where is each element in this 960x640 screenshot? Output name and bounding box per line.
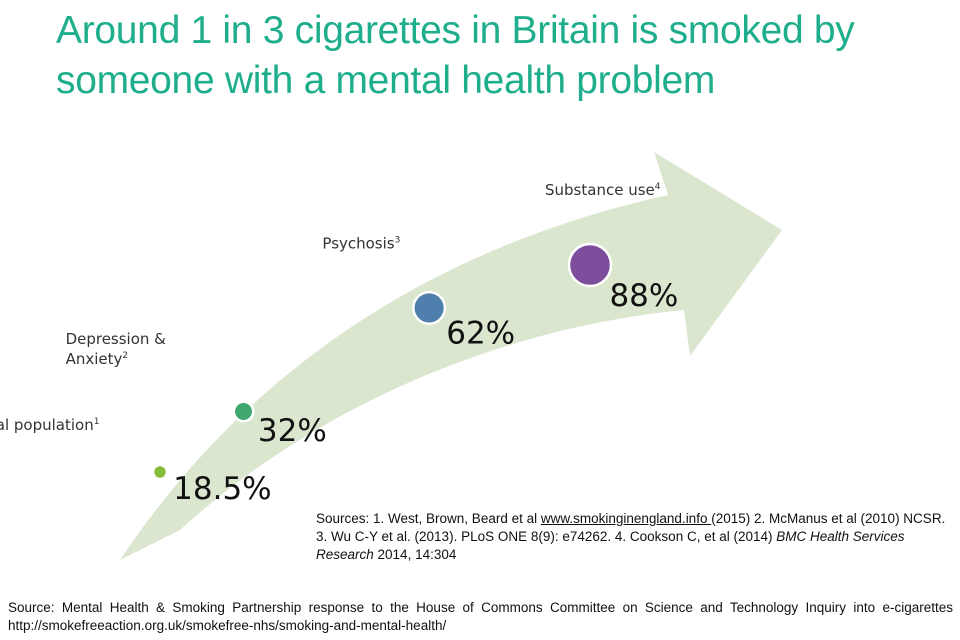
page-title: Around 1 in 3 cigarettes in Britain is s… [56, 9, 855, 102]
data-point-2 [232, 400, 255, 423]
category-label-2: Depression & Anxiety2 [66, 330, 167, 368]
sources-text-1: Sources: 1. West, Brown, Beard et al [316, 511, 541, 526]
category-label-4: Substance use4 [545, 181, 661, 199]
sources-text-2: (2015) 2. McManus et al (2010) NCSR. 3. … [316, 511, 946, 544]
category-label-3: Psychosis3 [322, 234, 400, 252]
value-label-1: 18.5% [173, 471, 271, 507]
growth-arrow [120, 152, 782, 560]
value-label-4: 88% [609, 278, 678, 314]
sources-note: Sources: 1. West, Brown, Beard et al www… [316, 510, 946, 564]
value-label-3: 62% [446, 316, 515, 352]
data-point-3 [412, 290, 447, 325]
data-point-1 [151, 463, 169, 481]
category-label-1: General population1 [0, 416, 99, 434]
sources-text-3: 2014, 14:304 [373, 547, 457, 562]
data-point-4 [567, 242, 613, 288]
footer-source: Source: Mental Health & Smoking Partners… [8, 600, 953, 633]
value-label-2: 32% [258, 413, 327, 449]
sources-journal: BMC Health Services Research [316, 529, 905, 562]
sources-link[interactable]: www.smokinginengland.info [540, 511, 712, 526]
